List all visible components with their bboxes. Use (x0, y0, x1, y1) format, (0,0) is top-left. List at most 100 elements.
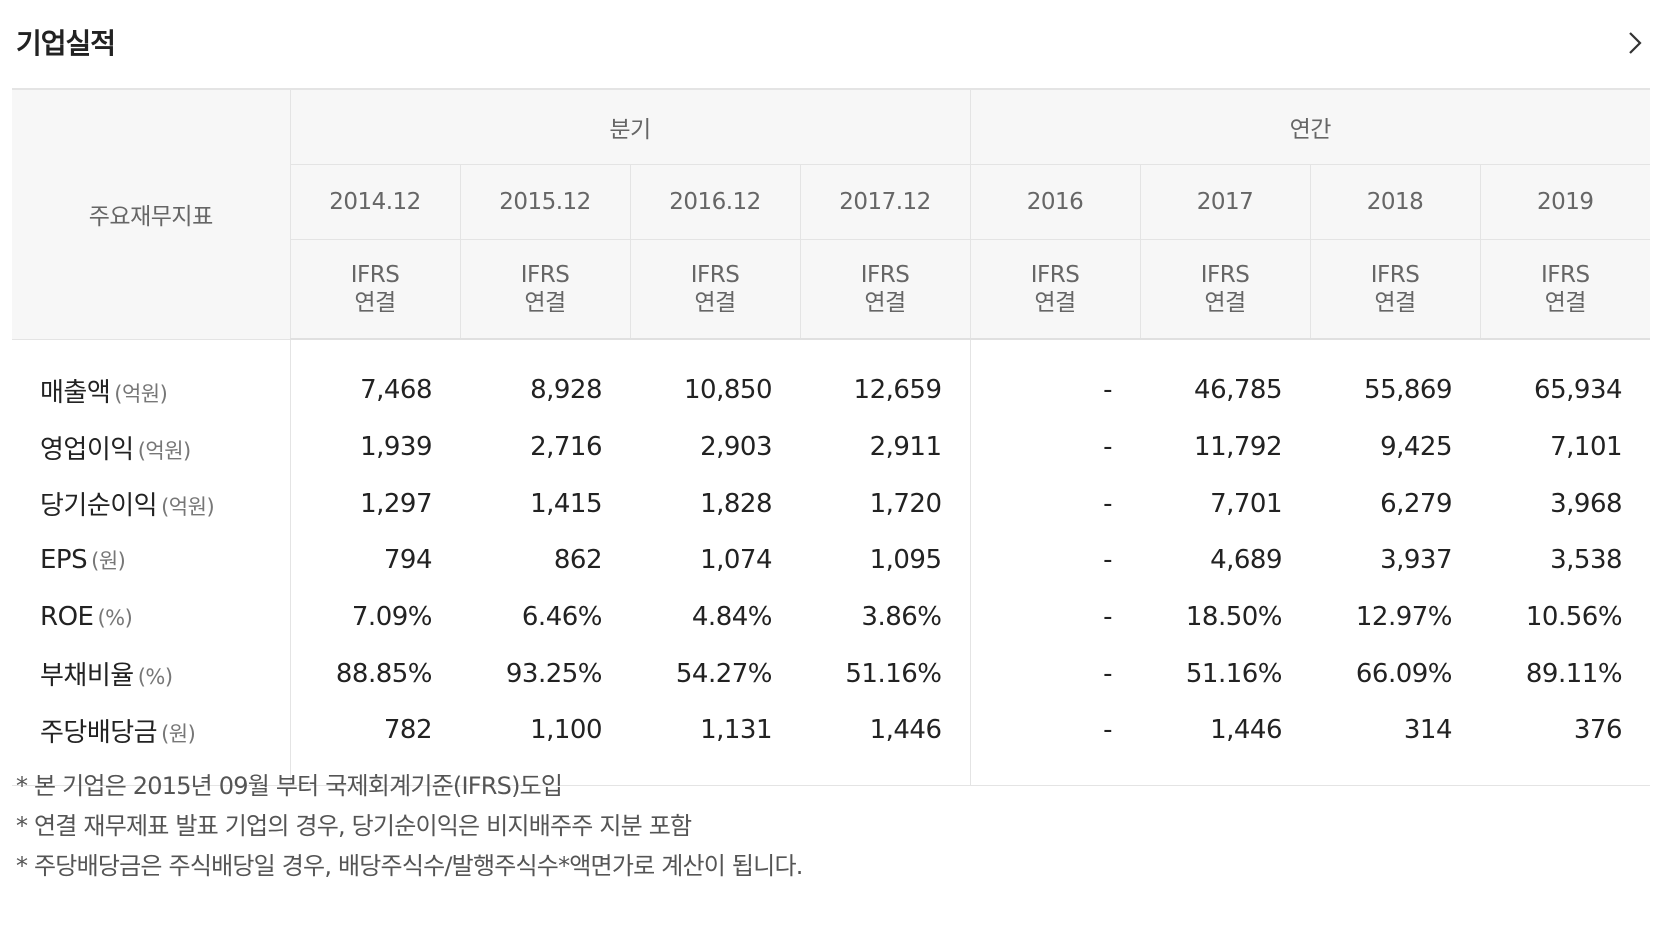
value-cell: 89.11% (1525, 658, 1623, 689)
value-cell: 1,131 (700, 715, 772, 746)
table-row: 부채비율 (%) 88.85% 93.25% 54.27% 51.16% - 51.16% 66… (12, 645, 1650, 703)
value-cell: 1,720 (800, 475, 971, 533)
metric-name: 영업이익 (40, 434, 134, 465)
standard-header: IFRS 연결 (289, 239, 460, 340)
period-header: 2015.12 (459, 164, 630, 240)
section-title: 기업실적 (16, 27, 116, 60)
standard-line-consolidated: 연결 (1544, 290, 1587, 316)
value-cell: 1,100 (530, 715, 602, 746)
standard-line-ifrs: IFRS (520, 262, 570, 288)
value-cell: 12,659 (800, 362, 971, 419)
standard-line-consolidated: 연결 (1204, 290, 1246, 316)
standard-line-consolidated: 연결 (864, 290, 906, 316)
value-cell: 7.09% (351, 602, 433, 633)
metric-label: 부채비율 (%) (12, 645, 291, 703)
value-cell: 6.46% (521, 602, 603, 633)
value-cell: 862 (553, 545, 603, 576)
standard-header: IFRS 연결 (629, 239, 800, 340)
value-cell: - (1103, 488, 1113, 519)
value-cell: 794 (383, 545, 433, 576)
standard-header: IFRS 연결 (1309, 239, 1481, 340)
standard-line-ifrs: IFRS (1200, 262, 1250, 288)
value-cell: 54.27% (675, 658, 773, 689)
value-cell: 1,939 (360, 432, 432, 463)
value-cell: 9,425 (1380, 432, 1453, 463)
value-cell: 2,716 (530, 432, 602, 463)
standard-line-ifrs: IFRS (350, 262, 400, 288)
value-cell: 1,095 (800, 532, 971, 589)
value-cell: 3.86% (800, 588, 971, 646)
period-header: 2018 (1309, 164, 1481, 240)
metric-name: 부채비율 (40, 661, 134, 692)
value-cell: 93.25% (505, 658, 603, 689)
value-cell: 51.16% (800, 645, 971, 703)
value-cell: 55,869 (1364, 375, 1453, 406)
value-cell: 1,828 (700, 488, 772, 519)
section-header: 기업실적 (0, 0, 1662, 86)
value-cell: 2,903 (700, 432, 772, 463)
standard-header: IFRS 연결 (1139, 239, 1311, 340)
value-cell: - (1103, 432, 1113, 463)
table-row: 당기순이익 (억원) 1,297 1,415 1,828 1,720 - 7,701 6,279… (12, 475, 1650, 533)
footnotes: * 본 기업은 2015년 09월 부터 국제회계기준(IFRS)도입 * 연결… (16, 766, 1616, 886)
standard-line-consolidated: 연결 (1374, 290, 1416, 316)
metric-label: 매출액 (억원) (12, 362, 291, 419)
metric-label: 주당배당금 (원) (12, 702, 291, 759)
period-header: 2019 (1479, 164, 1651, 240)
metric-unit: (억원) (137, 438, 192, 463)
value-cell: 46,785 (1194, 375, 1283, 406)
value-cell: 10,850 (684, 375, 772, 406)
value-cell: 3,968 (1550, 488, 1623, 519)
value-cell: 51.16% (1185, 658, 1283, 689)
metric-unit: (%) (97, 606, 133, 631)
standard-header: IFRS 연결 (459, 239, 630, 340)
table-row: 영업이익 (억원) 1,939 2,716 2,903 2,911 - 11,792 9,425… (12, 418, 1650, 476)
footnote: * 연결 재무제표 발표 기업의 경우, 당기순이익은 비지배주주 지분 포함 (16, 812, 692, 840)
period-header: 2017.12 (799, 164, 971, 240)
metric-name: EPS (40, 545, 88, 576)
standard-line-consolidated: 연결 (694, 290, 736, 316)
value-cell: 376 (1573, 715, 1623, 746)
table-row: 주당배당금 (원) 782 1,100 1,131 1,446 - 1,446 314 376 (12, 702, 1650, 759)
metric-label: EPS (원) (12, 532, 291, 589)
metric-label: 영업이익 (억원) (12, 418, 291, 476)
metric-label: 당기순이익 (억원) (12, 475, 291, 533)
period-header: 2016.12 (629, 164, 800, 240)
value-cell: 2,911 (800, 418, 971, 476)
value-cell: - (1103, 375, 1113, 406)
metric-name: 매출액 (40, 377, 111, 408)
financial-table: 주요재무지표 분기 연간 2014.12 2015.12 2016.12 2017.1… (12, 88, 1651, 786)
chevron-right-icon[interactable] (1620, 28, 1650, 58)
value-cell: - (1103, 602, 1113, 633)
value-cell: 3,538 (1550, 545, 1623, 576)
standard-line-ifrs: IFRS (1030, 262, 1080, 288)
value-cell: 1,415 (530, 488, 602, 519)
value-cell: 4.84% (691, 602, 773, 633)
standard-line-consolidated: 연결 (524, 290, 566, 316)
metric-unit: (%) (137, 665, 173, 690)
value-cell: 7,468 (360, 375, 432, 406)
period-header: 2017 (1139, 164, 1311, 240)
metric-name: 당기순이익 (40, 491, 158, 522)
value-cell: 1,446 (800, 702, 971, 759)
corner-header: 주요재무지표 (12, 89, 290, 340)
table-row: ROE (%) 7.09% 6.46% 4.84% 3.86% - 18.50% 12.97% 1… (12, 588, 1650, 646)
value-cell: 1,074 (700, 545, 772, 576)
metric-name: ROE (40, 602, 94, 633)
standard-header: IFRS 연결 (969, 239, 1141, 340)
standard-line-consolidated: 연결 (1034, 290, 1076, 316)
value-cell: 66.09% (1355, 658, 1453, 689)
metric-unit: (억원) (161, 495, 215, 520)
standard-line-ifrs: IFRS (860, 262, 910, 288)
standard-line-ifrs: IFRS (690, 262, 740, 288)
value-cell: - (1103, 658, 1113, 689)
value-cell: 7,101 (1550, 432, 1623, 463)
value-cell: 6,279 (1380, 488, 1453, 519)
footnote: * 본 기업은 2015년 09월 부터 국제회계기준(IFRS)도입 (16, 772, 563, 800)
table-row: EPS (원) 794 862 1,074 1,095 - 4,689 3,937 3,538 (12, 532, 1650, 589)
value-cell: 10.56% (1525, 602, 1623, 633)
metric-name: 주당배당금 (40, 717, 158, 748)
value-cell: - (1103, 715, 1113, 746)
metric-unit: (원) (161, 721, 196, 746)
